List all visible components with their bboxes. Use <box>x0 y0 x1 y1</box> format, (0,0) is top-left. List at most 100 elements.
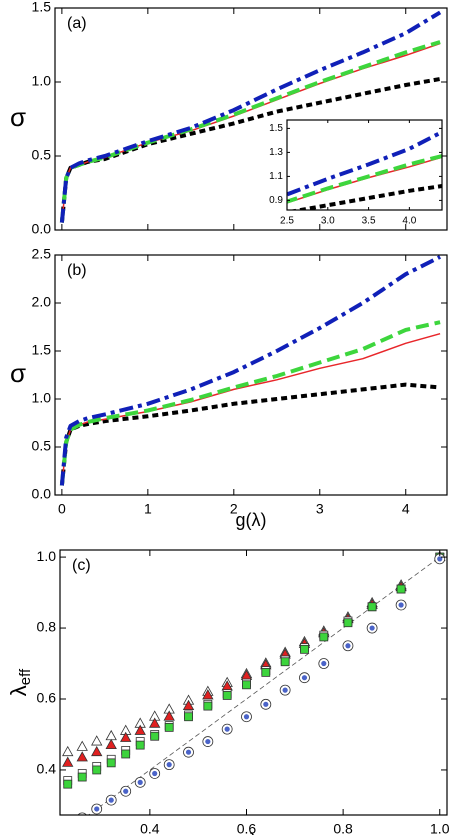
x-tick-label: 3 <box>316 500 324 516</box>
panel-label: (c) <box>72 557 91 574</box>
square-marker <box>150 731 160 741</box>
inset-frame <box>286 119 443 211</box>
y-tick-label: 1.0 <box>32 390 52 406</box>
y-tick-label: 1.3 <box>269 147 283 158</box>
circle-marker <box>63 822 73 832</box>
square-marker <box>203 701 213 711</box>
triangle-marker <box>62 756 74 767</box>
triangle-marker <box>105 729 117 741</box>
square-marker <box>164 722 174 732</box>
line-series <box>59 255 441 486</box>
series-group <box>59 255 441 486</box>
series-group <box>59 10 442 223</box>
x-tick-label: 1.0 <box>430 820 450 835</box>
square-marker <box>92 765 102 775</box>
triangle-marker <box>105 738 117 750</box>
y-tick-label: 2.0 <box>32 294 52 310</box>
square-marker <box>261 667 271 677</box>
circle-dot <box>369 625 375 631</box>
triangle-marker <box>91 735 103 746</box>
triangle-marker <box>120 731 132 742</box>
x-tick-label: 2.5 <box>280 216 294 227</box>
y-tick-label: 1.1 <box>269 171 283 182</box>
y-tick-label: 0.0 <box>32 221 52 237</box>
circle-dot <box>243 714 250 720</box>
y-tick-label: 0.9 <box>269 195 283 206</box>
triangle-marker <box>91 745 103 757</box>
line-series <box>59 382 441 486</box>
y-axis-label: λeff <box>6 668 34 696</box>
y-tick-label: 1.5 <box>269 123 283 134</box>
y-tick-label: 1.0 <box>32 73 52 89</box>
y-axis-label: σ <box>10 102 26 132</box>
inset-bg <box>287 120 442 210</box>
x-axis-label: g(λ) <box>236 510 267 530</box>
reference-line <box>87 551 447 815</box>
triangle-marker <box>149 717 161 728</box>
square-marker <box>242 680 251 690</box>
circle-dot <box>345 643 351 649</box>
y-tick-label: 1.5 <box>32 0 52 15</box>
line-series <box>289 184 442 210</box>
plot-frame <box>54 254 448 496</box>
circle-dot <box>282 687 288 693</box>
y-tick-label: 0.8 <box>37 619 57 635</box>
y-tick-label: 2.5 <box>32 246 52 262</box>
square-marker <box>63 779 73 789</box>
circle-dot <box>205 738 211 745</box>
y-tick-label: 0.4 <box>37 761 57 777</box>
line-series <box>287 154 442 204</box>
square-marker <box>319 632 329 642</box>
x-tick-label: 3.0 <box>321 216 335 227</box>
circle-dot <box>123 788 129 794</box>
circle-dot <box>301 675 308 681</box>
triangle-marker <box>76 740 88 751</box>
circle-marker <box>77 812 87 815</box>
circle-dot <box>263 701 269 707</box>
square-marker <box>396 584 406 594</box>
y-axis-label-sub: eff <box>17 668 34 685</box>
y-axis-label-main: λ <box>6 685 31 696</box>
x-tick-label: 0.6 <box>237 820 257 835</box>
plot-frame <box>54 7 448 231</box>
triangle-marker <box>163 710 175 721</box>
circle-dot <box>224 726 230 732</box>
x-tick-label: 3.5 <box>362 216 376 227</box>
square-marker <box>121 749 131 759</box>
x-tick-label: 1 <box>144 500 152 516</box>
square-marker <box>184 712 193 722</box>
line-series <box>59 320 441 486</box>
triangle-marker <box>134 724 146 735</box>
x-tick-label: 4 <box>402 500 410 516</box>
triangle-marker <box>182 699 195 710</box>
circle-dot <box>108 797 114 803</box>
square-marker <box>367 602 377 612</box>
line-series <box>61 332 441 486</box>
y-tick-label: 1.0 <box>37 548 57 564</box>
plot-frame <box>59 549 448 816</box>
markers <box>62 550 447 832</box>
circle-dot <box>65 824 70 829</box>
panel-label: (b) <box>67 262 87 279</box>
panel-label: (a) <box>67 15 87 32</box>
y-tick-label: 0.0 <box>32 486 52 502</box>
series-group <box>287 130 442 210</box>
x-tick-label: 0.4 <box>140 820 160 835</box>
line-series <box>59 77 441 223</box>
square-marker <box>343 618 353 628</box>
x-tick-label: 2 <box>230 500 238 516</box>
circle-dot <box>137 779 143 785</box>
x-tick-label: 0.8 <box>333 820 353 835</box>
y-tick-label: 0.6 <box>37 690 57 706</box>
square-marker <box>280 657 290 667</box>
circle-dot <box>94 806 100 812</box>
line-series <box>59 10 442 223</box>
x-tick-label: 4.0 <box>402 216 416 227</box>
circle-dot <box>185 749 192 755</box>
triangle-marker <box>202 689 214 700</box>
circle-dot <box>321 660 327 667</box>
x-axis-label: λ <box>249 830 258 835</box>
square-marker <box>300 644 309 654</box>
